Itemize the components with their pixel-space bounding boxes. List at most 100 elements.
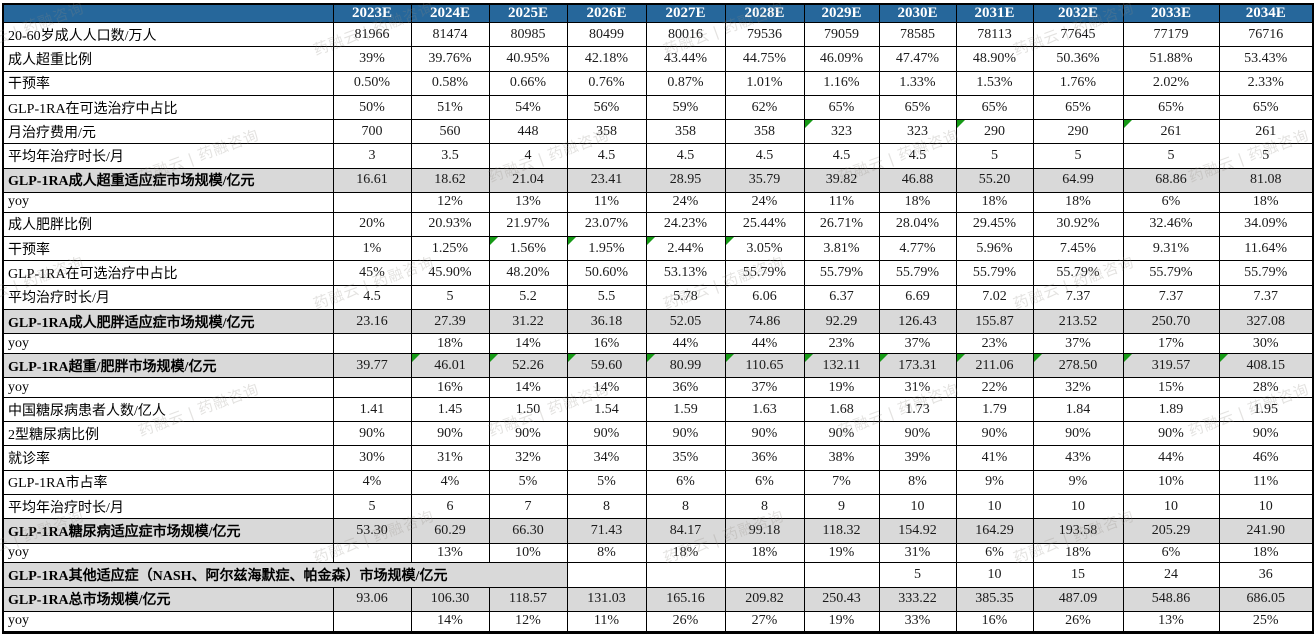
- data-cell: 4.5: [645, 143, 726, 169]
- table-row: GLP-1RA市占率 4% 4% 5% 5% 6% 6% 7% 8% 9% 9% 10% 11%: [2, 469, 1314, 496]
- data-cell: 8: [566, 494, 647, 520]
- data-cell: 90%: [1032, 421, 1124, 447]
- data-cell: 27%: [724, 610, 805, 634]
- data-cell: [332, 377, 412, 398]
- data-cell: 0.87%: [645, 70, 726, 96]
- data-cell: 90%: [332, 421, 412, 447]
- data-cell: 21.04: [488, 167, 568, 194]
- data-cell: 8: [645, 494, 726, 520]
- data-cell: 18%: [410, 333, 490, 354]
- data-cell: 36.18: [566, 308, 647, 335]
- data-cell: 25%: [1218, 610, 1314, 634]
- data-cell: 7.45%: [1032, 236, 1124, 262]
- data-cell: 327.08: [1218, 308, 1314, 335]
- data-cell: 29.45%: [955, 211, 1034, 238]
- data-cell: 118.32: [803, 518, 880, 544]
- data-cell: 21.97%: [488, 211, 568, 238]
- data-cell: 30.92%: [1032, 211, 1124, 238]
- data-cell: 53.13%: [645, 260, 726, 286]
- data-cell: 18%: [878, 192, 957, 213]
- data-cell: 55.20: [955, 167, 1034, 194]
- column-header: 2029E: [803, 3, 880, 23]
- data-cell: 42.18%: [566, 46, 647, 72]
- data-cell: 0.50%: [332, 70, 412, 96]
- row-label: yoy: [2, 610, 334, 634]
- row-label: yoy: [2, 333, 334, 354]
- data-cell: 44%: [645, 333, 726, 354]
- data-cell: 90%: [410, 421, 490, 447]
- data-cell: 9%: [955, 469, 1034, 496]
- data-cell: 18%: [1218, 192, 1314, 213]
- data-cell: 45.90%: [410, 260, 490, 286]
- corner-cell: [2, 3, 334, 23]
- column-header: 2025E: [488, 3, 568, 23]
- data-cell: 10: [1122, 494, 1220, 520]
- data-cell: 132.11: [803, 352, 880, 379]
- data-cell: 1.41: [332, 396, 412, 423]
- data-cell: 62%: [724, 94, 805, 121]
- data-cell: 10: [878, 494, 957, 520]
- data-cell: 1.68: [803, 396, 880, 423]
- data-cell: 7.37: [1218, 284, 1314, 310]
- data-cell: 90%: [803, 421, 880, 447]
- data-cell: 6%: [724, 469, 805, 496]
- row-label: 中国糖尿病患者人数/亿人: [2, 396, 334, 423]
- data-cell: 1%: [332, 236, 412, 262]
- data-cell: 36: [1218, 562, 1314, 588]
- data-cell: 80016: [645, 21, 726, 48]
- data-cell: 5.78: [645, 284, 726, 310]
- row-label: yoy: [2, 542, 334, 564]
- data-cell: 23.16: [332, 308, 412, 335]
- data-cell: 23.07%: [566, 211, 647, 238]
- table-row: yoy 14% 12% 11% 26% 27% 19% 33% 16% 26% 13% 25%: [2, 610, 1314, 634]
- data-cell: 47.47%: [878, 46, 957, 72]
- data-cell: 5%: [488, 469, 568, 496]
- data-cell: 65%: [878, 94, 957, 121]
- data-cell: 16%: [410, 377, 490, 398]
- data-cell: 4.5: [332, 284, 412, 310]
- data-cell: 24%: [724, 192, 805, 213]
- data-cell: 165.16: [645, 586, 726, 612]
- data-cell: 35.79: [724, 167, 805, 194]
- data-cell: 560: [410, 119, 490, 145]
- data-cell: 65%: [1122, 94, 1220, 121]
- data-cell: 20.93%: [410, 211, 490, 238]
- data-cell: 19%: [803, 542, 880, 564]
- column-header: 2030E: [878, 3, 957, 23]
- data-cell: 11%: [566, 192, 647, 213]
- data-cell: 10: [955, 562, 1034, 588]
- data-cell: 358: [645, 119, 726, 145]
- data-cell: 81474: [410, 21, 490, 48]
- data-cell: 12%: [488, 610, 568, 634]
- data-cell: 77645: [1032, 21, 1124, 48]
- data-cell: 80.99: [645, 352, 726, 379]
- data-cell: 55.79%: [878, 260, 957, 286]
- table-header: 2023E 2024E 2025E 2026E 2027E 2028E 2029E 2030E…: [2, 3, 1314, 23]
- data-cell: 13%: [410, 542, 490, 564]
- data-cell: 1.50: [488, 396, 568, 423]
- table-row: 2型糖尿病比例 90% 90% 90% 90% 90% 90% 90% 90% 90% 90% 90%…: [2, 421, 1314, 447]
- data-cell: 5: [1122, 143, 1220, 169]
- table-row: GLP-1RA糖尿病适应症市场规模/亿元 53.30 60.29 66.30 71.43…: [2, 518, 1314, 544]
- data-cell: 164.29: [955, 518, 1034, 544]
- row-label: GLP-1RA在可选治疗中占比: [2, 94, 334, 121]
- data-cell: 18%: [1218, 542, 1314, 564]
- column-header: 2034E: [1218, 3, 1314, 23]
- data-cell: 25.44%: [724, 211, 805, 238]
- data-cell: 39%: [878, 445, 957, 471]
- data-cell: 319.57: [1122, 352, 1220, 379]
- data-cell: 6: [410, 494, 490, 520]
- data-cell: 31%: [410, 445, 490, 471]
- data-cell: 46.01: [410, 352, 490, 379]
- data-cell: [332, 610, 412, 634]
- data-cell: 46.09%: [803, 46, 880, 72]
- data-cell: 7.02: [955, 284, 1034, 310]
- data-cell: 10%: [488, 542, 568, 564]
- data-cell: 66.30: [488, 518, 568, 544]
- table-row: 20-60岁成人人口数/万人 81966 81474 80985 80499 80016 7…: [2, 21, 1314, 48]
- data-cell: 19%: [803, 610, 880, 634]
- row-label: GLP-1RA糖尿病适应症市场规模/亿元: [2, 518, 334, 544]
- data-cell: 1.89: [1122, 396, 1220, 423]
- column-header: 2024E: [410, 3, 490, 23]
